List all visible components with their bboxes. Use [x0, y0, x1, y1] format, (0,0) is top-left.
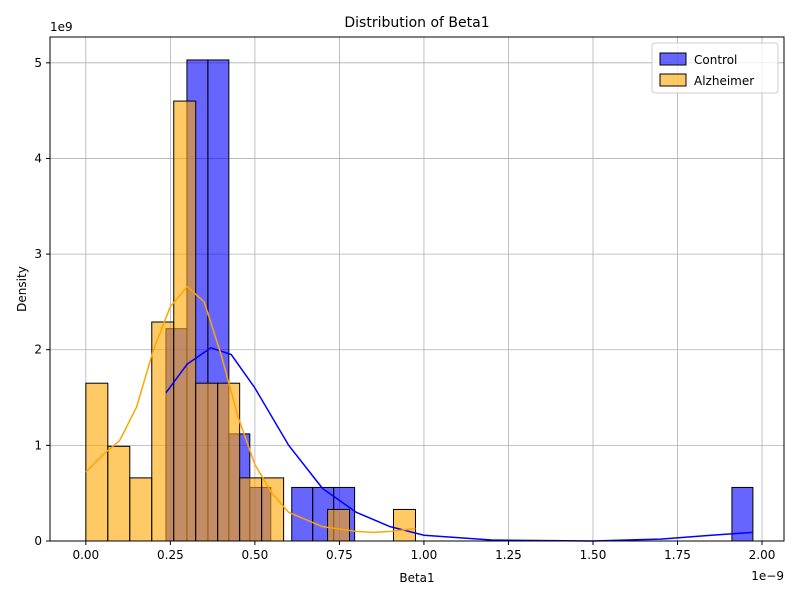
- histogram-bar: [107, 445, 131, 542]
- histogram-bar: [129, 477, 153, 542]
- legend-label: Alzheimer: [694, 74, 754, 88]
- histogram-bar: [239, 477, 263, 542]
- y-tick-label: 0: [34, 534, 42, 548]
- legend-label: Control: [694, 53, 737, 67]
- histogram-bar: [393, 508, 416, 542]
- x-tick-label: 0.25: [157, 548, 184, 562]
- x-tick-label: 1.75: [664, 548, 691, 562]
- x-axis-label: Beta1: [399, 571, 434, 585]
- chart-title: Distribution of Beta1: [344, 15, 489, 31]
- legend-swatch: [659, 52, 687, 66]
- y-tick-label: 1: [34, 438, 42, 452]
- plot-frame: [49, 36, 785, 542]
- y-tick-label: 4: [34, 151, 42, 165]
- histogram-bar: [85, 382, 109, 542]
- x-offset-label: 1e−9: [751, 569, 784, 583]
- x-tick-label: 0.50: [242, 548, 269, 562]
- histogram-bar: [327, 508, 351, 542]
- y-axis-label: Density: [15, 266, 29, 312]
- x-tick-label: 0.75: [326, 548, 353, 562]
- y-tick-label: 2: [34, 343, 42, 357]
- x-tick-label: 1.25: [495, 548, 522, 562]
- histogram-bar: [151, 321, 175, 542]
- histogram-bar: [195, 382, 219, 542]
- x-tick-label: 2.00: [749, 548, 776, 562]
- histogram-bar: [261, 477, 285, 542]
- legend-swatch: [659, 73, 687, 87]
- kde-line: [165, 346, 753, 542]
- y-tick-label: 5: [34, 56, 42, 70]
- kde-line: [85, 285, 416, 534]
- histogram-bar: [173, 100, 197, 542]
- histogram-bar: [217, 382, 241, 542]
- x-tick-label: 1.00: [411, 548, 438, 562]
- y-tick-label: 3: [34, 247, 42, 261]
- x-tick-label: 0.00: [72, 548, 99, 562]
- y-offset-label: 1e9: [50, 20, 73, 34]
- x-tick-label: 1.50: [580, 548, 607, 562]
